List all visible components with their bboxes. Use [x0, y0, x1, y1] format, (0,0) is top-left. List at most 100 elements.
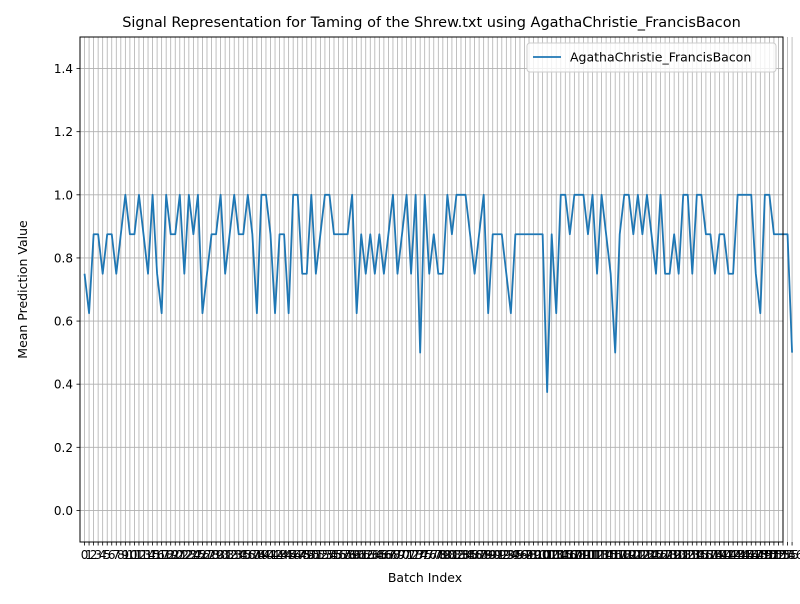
x-tick-label: 39	[254, 548, 269, 562]
x-tick-label: 143	[722, 548, 745, 562]
y-axis-label: Mean Prediction Value	[15, 220, 30, 359]
x-tick-label: 148	[744, 548, 767, 562]
x-tick-label: 48	[295, 548, 310, 562]
x-tick-label: 105	[549, 548, 572, 562]
x-tick-label: 132	[672, 548, 695, 562]
x-tick-label: 68	[385, 548, 400, 562]
y-tick-label: 1.4	[54, 62, 73, 76]
x-tick-label: 67	[381, 548, 396, 562]
x-tick-label: 104	[545, 548, 568, 562]
legend: AgathaChristie_FrancisBacon	[526, 42, 777, 73]
x-tick-label: 149	[749, 548, 772, 562]
x-tick-label: 32	[222, 548, 237, 562]
x-tick-label: 10	[122, 548, 137, 562]
x-tick-label: 29	[208, 548, 223, 562]
x-tick-label: 4	[99, 548, 107, 562]
x-tick-label: 56	[331, 548, 346, 562]
x-tick-label: 19	[163, 548, 178, 562]
x-tick-label: 64	[367, 548, 382, 562]
x-tick-label: 113	[586, 548, 609, 562]
y-tick-label: 0.6	[54, 315, 73, 329]
x-tick-label: 74	[413, 548, 428, 562]
x-tick-label: 129	[658, 548, 681, 562]
x-tick-label: 55	[326, 548, 341, 562]
x-tick-label: 23	[181, 548, 196, 562]
x-tick-label: 40	[258, 548, 273, 562]
series-layer	[83, 193, 793, 393]
x-tick-label: 135	[685, 548, 708, 562]
x-tick-label: 2	[90, 548, 98, 562]
x-tick-label: 95	[508, 548, 523, 562]
y-tick-label: 0.0	[54, 504, 73, 518]
x-tick-label: 51	[308, 548, 323, 562]
x-tick-label: 110	[572, 548, 595, 562]
x-tick-label: 108	[563, 548, 586, 562]
x-tick-label: 63	[363, 548, 378, 562]
series-line-agathachristie-francisbacon	[83, 193, 793, 393]
x-tick-label: 147	[740, 548, 763, 562]
x-tick-label: 134	[681, 548, 704, 562]
x-tick-label: 16	[149, 548, 164, 562]
x-tick-label: 112	[581, 548, 604, 562]
x-tick-label: 100	[527, 548, 550, 562]
x-tick-label: 141	[713, 548, 736, 562]
x-tick-label: 81	[444, 548, 459, 562]
x-tick-label: 36	[240, 548, 255, 562]
x-tick-label: 138	[699, 548, 722, 562]
x-axis-ticks: 0123456789101112131415161718192021222324…	[81, 542, 800, 562]
chart-title: Signal Representation for Taming of the …	[122, 15, 741, 31]
x-tick-label: 66	[376, 548, 391, 562]
x-tick-label: 13	[136, 548, 151, 562]
x-tick-label: 117	[604, 548, 627, 562]
x-tick-label: 89	[481, 548, 496, 562]
x-tick-label: 78	[431, 548, 446, 562]
x-tick-label: 30	[213, 548, 228, 562]
x-tick-label: 7	[112, 548, 120, 562]
x-tick-label: 84	[458, 548, 473, 562]
x-tick-label: 34	[231, 548, 246, 562]
x-tick-label: 72	[403, 548, 418, 562]
x-tick-label: 14	[140, 548, 155, 562]
x-tick-label: 115	[595, 548, 618, 562]
x-tick-label: 137	[694, 548, 717, 562]
x-tick-label: 82	[449, 548, 464, 562]
x-tick-label: 65	[372, 548, 387, 562]
x-tick-label: 70	[394, 548, 409, 562]
x-tick-label: 35	[236, 548, 251, 562]
x-tick-label: 83	[453, 548, 468, 562]
x-tick-label: 43	[272, 548, 287, 562]
x-tick-label: 87	[471, 548, 486, 562]
x-tick-label: 120	[617, 548, 640, 562]
x-tick-label: 60	[349, 548, 364, 562]
x-tick-label: 61	[354, 548, 369, 562]
x-tick-label: 99	[526, 548, 541, 562]
x-tick-label: 33	[227, 548, 242, 562]
x-tick-label: 15	[145, 548, 160, 562]
y-tick-label: 1.0	[54, 188, 73, 202]
x-tick-label: 127	[649, 548, 672, 562]
x-tick-label: 54	[322, 548, 337, 562]
x-tick-label: 114	[590, 548, 613, 562]
x-tick-label: 85	[462, 548, 477, 562]
y-tick-label: 0.8	[54, 251, 73, 265]
x-tick-label: 71	[399, 548, 414, 562]
x-tick-label: 119	[613, 548, 636, 562]
plot-area-frame	[79, 36, 784, 543]
x-tick-label: 152	[762, 548, 785, 562]
x-tick-label: 151	[758, 548, 781, 562]
x-tick-label: 11	[127, 548, 142, 562]
x-tick-label: 21	[172, 548, 187, 562]
x-tick-label: 73	[408, 548, 423, 562]
x-tick-label: 97	[517, 548, 532, 562]
x-tick-label: 24	[186, 548, 201, 562]
x-tick-label: 38	[249, 548, 264, 562]
x-tick-label: 69	[390, 548, 405, 562]
x-tick-label: 88	[476, 548, 491, 562]
x-tick-label: 45	[281, 548, 296, 562]
x-tick-label: 109	[567, 548, 590, 562]
x-tick-label: 44	[276, 548, 291, 562]
x-tick-label: 86	[467, 548, 482, 562]
x-tick-label: 1	[85, 548, 93, 562]
